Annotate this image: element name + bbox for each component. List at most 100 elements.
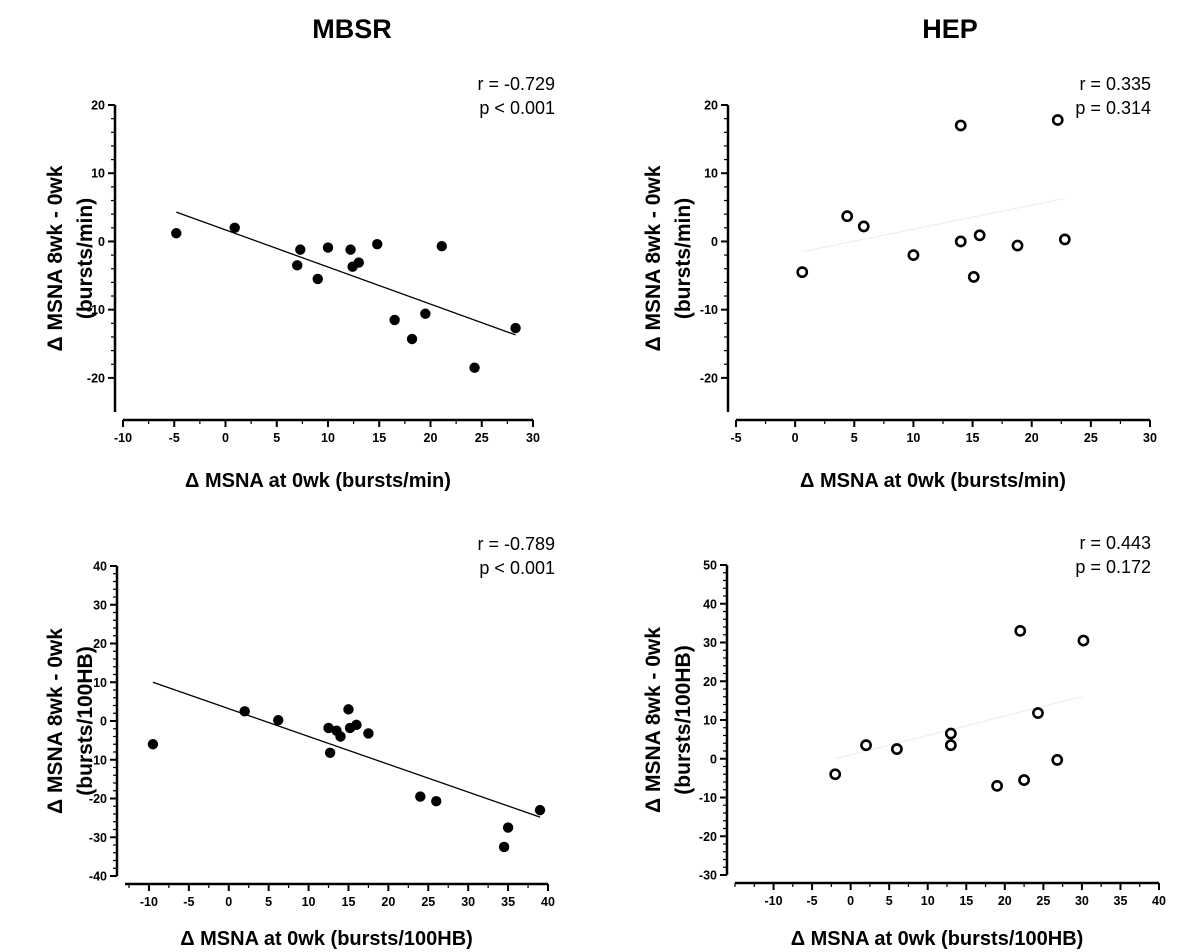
data-point [343,704,354,715]
x-tick-label: 40 [541,895,555,909]
p-value: p < 0.001 [479,558,555,578]
y-tick-label: -20 [89,792,107,806]
y-tick-label: 20 [704,99,718,113]
data-point [351,719,362,731]
chart-mbsr-bursts-min: -20 -10 0 10 20 -10 -5 0 5 10 15 20 25 30 r = -0.729 p … [44,74,555,492]
x-tick-label: -5 [730,431,741,445]
y-axis-label: Δ MSNA 8wk - 0wk [44,165,67,351]
y-tick-label: 40 [703,597,717,611]
data-point [907,249,920,261]
y-tick-label: -20 [87,371,105,385]
data-point [1011,239,1024,252]
data-point [406,333,418,345]
y-tick-label: -10 [699,791,717,805]
x-axis-label: Δ MSNA at 0wk (bursts/100HB) [180,928,473,950]
data-point [372,238,383,250]
data-point [420,308,431,319]
y-tick-label: -40 [89,870,107,884]
x-tick-label: 15 [959,894,973,908]
data-point [147,739,159,750]
y-tick-label: 30 [703,636,717,650]
x-tick-label: 25 [1084,431,1098,445]
x-axis-label: Δ MSNA at 0wk (bursts/min) [185,470,451,492]
p-value: p = 0.314 [1075,98,1151,118]
x-tick-label: -10 [114,431,132,445]
data-point [944,739,957,752]
x-tick-label: 5 [265,895,272,909]
data-point [1018,774,1030,786]
x-tick-label: 5 [851,431,858,445]
data-point [323,722,334,734]
y-tick-label: 0 [100,715,107,729]
y-tick-label: 10 [703,714,717,728]
y-tick-label: 20 [703,675,717,689]
y-tick-label: 30 [93,598,107,612]
data-point [239,706,250,717]
x-tick-label: 30 [1143,431,1157,445]
regression-line [176,211,516,336]
r-value: r = -0.789 [477,534,555,554]
data-point [273,715,284,726]
x-tick-label: 25 [1036,894,1050,908]
y-tick-label: -20 [700,371,718,385]
data-point [1077,634,1090,647]
data-point [502,822,514,833]
y-tick-label: 10 [91,167,105,181]
data-point [1014,624,1027,637]
y-axis-label-unit: (bursts/100HB) [74,646,97,795]
x-tick-label: -5 [807,894,818,908]
y-tick-label: 20 [93,637,107,651]
y-axis-label: Δ MSNA 8wk - 0wk [642,627,665,813]
data-point [324,747,336,758]
data-point [991,779,1004,792]
y-tick-label: -30 [89,831,107,845]
data-point [415,791,426,802]
x-tick-label: 0 [847,894,854,908]
data-point [944,727,957,740]
x-tick-label: 0 [222,431,229,445]
y-tick-label: 50 [703,559,717,573]
data-point [1051,114,1064,126]
p-value: p < 0.001 [479,98,555,118]
data-point [1051,754,1064,766]
y-tick-label: 10 [704,167,718,181]
data-point [1058,233,1071,246]
x-tick-label: 0 [792,431,799,445]
title-mbsr: MBSR [312,14,392,44]
r-value: r = 0.335 [1079,74,1151,94]
data-point [322,242,334,253]
data-point [431,796,442,807]
data-point [469,362,480,373]
y-tick-label: -20 [699,830,717,844]
x-tick-label: -5 [183,895,194,909]
data-point [436,241,447,252]
data-point [890,743,903,755]
x-tick-label: 30 [461,895,475,909]
y-tick-label: 40 [93,560,107,574]
data-point [498,841,510,853]
x-tick-label: 5 [886,894,893,908]
x-tick-label: 20 [998,894,1012,908]
x-tick-label: 0 [225,895,232,909]
data-point [363,728,374,739]
data-point [510,322,521,334]
x-axis-label: Δ MSNA at 0wk (bursts/100HB) [791,928,1084,950]
x-tick-label: 15 [342,895,356,909]
p-value: p = 0.172 [1075,557,1151,577]
y-axis-label-unit: (bursts/100HB) [672,645,695,794]
x-tick-label: 20 [381,895,395,909]
x-tick-label: 35 [501,895,515,909]
data-point [973,229,986,242]
y-axis-label: Δ MSNA 8wk - 0wk [44,628,67,814]
data-point [229,222,240,233]
chart-mbsr-bursts-100hb: -40 -30 -20 -10 0 10 20 30 40 -10 -5 0 5 10 15 20 25 30 35… [44,534,555,950]
x-tick-label: 30 [526,431,540,445]
data-point [796,266,809,279]
data-point [534,804,546,816]
data-point [1032,707,1044,719]
data-point [335,731,346,742]
x-tick-label: 20 [424,431,438,445]
data-point [171,228,182,239]
data-point [353,257,364,268]
data-point [295,244,306,255]
